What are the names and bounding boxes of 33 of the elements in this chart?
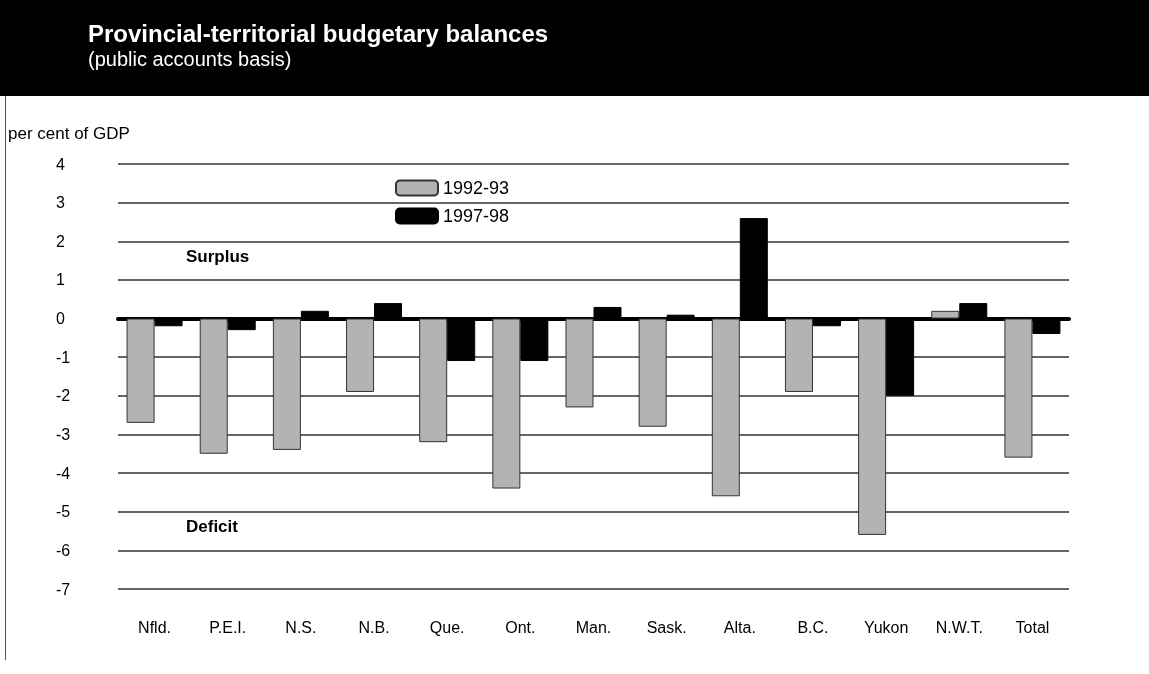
y-tick-label: 3: [56, 194, 65, 212]
annotation: Surplus: [186, 246, 250, 266]
x-tick-label: Man.: [575, 618, 612, 636]
x-tick-label: P.E.I.: [209, 618, 247, 636]
x-tick-label: Total: [1015, 618, 1050, 636]
x-tick-label: Yukon: [863, 618, 909, 636]
y-tick-label: -2: [56, 387, 71, 405]
y-tick-label: -4: [56, 464, 71, 482]
x-tick-label: Nfld.: [138, 618, 172, 636]
bar: [931, 310, 960, 319]
x-tick-label: Ont.: [505, 618, 536, 636]
y-tick-label: -1: [56, 348, 71, 366]
x-tick-label: B.C.: [797, 618, 829, 636]
y-tick-label: -5: [56, 503, 71, 521]
y-tick-label: 2: [56, 232, 65, 250]
x-tick-label: Que.: [429, 618, 465, 636]
legend-label: 1997-98: [443, 206, 510, 226]
x-tick-label: N.W.T.: [935, 618, 983, 636]
y-tick-label: 4: [56, 155, 65, 173]
legend-label: 1992-93: [443, 178, 510, 198]
y-tick-label: -6: [56, 541, 71, 559]
y-axis-title: per cent of GDP: [8, 124, 130, 143]
x-tick-label: N.S.: [285, 618, 317, 636]
y-tick-label: 1: [56, 271, 65, 289]
y-tick-label: -3: [56, 425, 71, 443]
annotation: Deficit: [186, 517, 239, 537]
x-tick-label: Alta.: [723, 618, 756, 636]
x-tick-label: Sask.: [646, 618, 687, 636]
y-tick-label: -7: [56, 580, 71, 598]
y-tick-label: 0: [56, 310, 65, 328]
chart-subtitle: (public accounts basis): [88, 48, 292, 71]
x-tick-label: N.B.: [358, 618, 390, 636]
chart-title: Provincial-territorial budgetary balances: [88, 20, 549, 48]
